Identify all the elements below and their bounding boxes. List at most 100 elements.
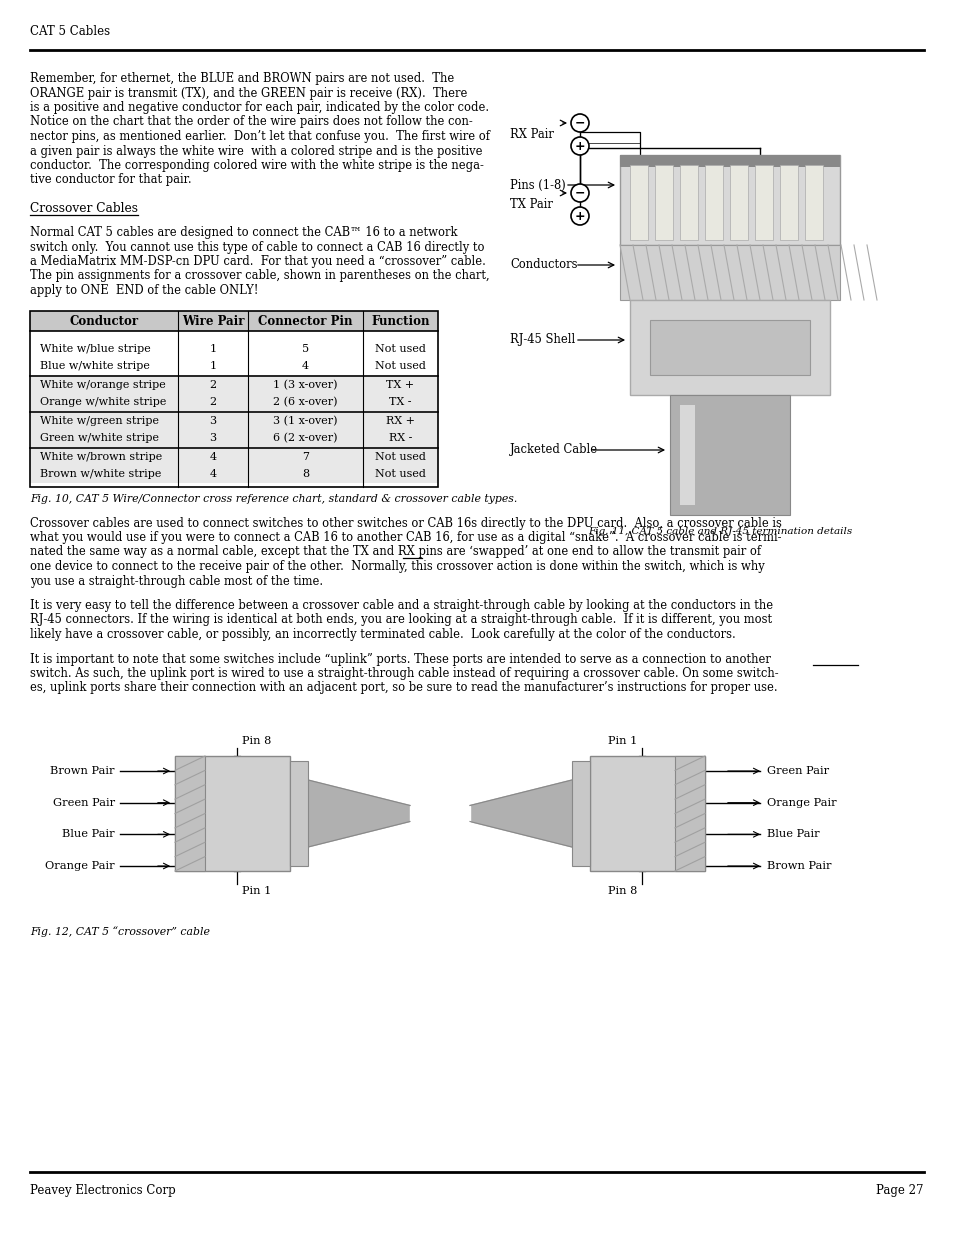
Text: Brown Pair: Brown Pair (766, 861, 831, 871)
Text: 1 (3 x-over): 1 (3 x-over) (273, 380, 337, 390)
Bar (669, 395, 789, 515)
Text: Jacketed Cable: Jacketed Cable (510, 443, 598, 457)
Text: White w/orange stripe: White w/orange stripe (40, 380, 166, 390)
Text: 3: 3 (210, 433, 216, 443)
Text: Wire Pair: Wire Pair (182, 315, 244, 329)
Text: 6 (2 x-over): 6 (2 x-over) (273, 432, 337, 443)
Text: Green Pair: Green Pair (52, 798, 115, 808)
Text: Orange Pair: Orange Pair (766, 798, 836, 808)
Text: 4: 4 (210, 452, 216, 462)
Text: Crossover cables are used to connect switches to other switches or CAB 16s direc: Crossover cables are used to connect swi… (30, 516, 781, 530)
Text: 3: 3 (210, 416, 216, 426)
Text: Not used: Not used (375, 345, 425, 354)
Bar (30, 412, 437, 430)
Text: ORANGE pair is transmit (TX), and the GREEN pair is receive (RX).  There: ORANGE pair is transmit (TX), and the GR… (30, 86, 467, 100)
Text: 4: 4 (301, 361, 309, 370)
Bar (780, 165, 797, 240)
Bar (30, 394, 437, 410)
Bar (679, 405, 695, 505)
Text: Not used: Not used (375, 361, 425, 370)
Text: Brown Pair: Brown Pair (51, 766, 115, 776)
Text: Blue w/white stripe: Blue w/white stripe (40, 361, 150, 370)
Text: Page 27: Page 27 (876, 1184, 923, 1197)
Text: 2: 2 (210, 396, 216, 408)
Text: 1: 1 (210, 345, 216, 354)
Circle shape (571, 207, 588, 225)
Text: White w/blue stripe: White w/blue stripe (40, 345, 151, 354)
Text: switch. As such, the uplink port is wired to use a straight-through cable instea: switch. As such, the uplink port is wire… (30, 667, 778, 680)
Text: Blue Pair: Blue Pair (62, 830, 115, 840)
Text: Peavey Electronics Corp: Peavey Electronics Corp (30, 1184, 175, 1197)
Text: TX -: TX - (389, 396, 412, 408)
Bar (30, 310, 437, 487)
Text: apply to ONE  END of the cable ONLY!: apply to ONE END of the cable ONLY! (30, 284, 258, 296)
Text: Not used: Not used (375, 452, 425, 462)
Text: Remember, for ethernet, the BLUE and BROWN pairs are not used.  The: Remember, for ethernet, the BLUE and BRO… (30, 72, 454, 85)
Bar (30, 466, 437, 483)
Bar (572, 761, 589, 866)
Circle shape (571, 137, 588, 156)
Text: Fig. 11, CAT 5 cable and RJ-45 termination details: Fig. 11, CAT 5 cable and RJ-45 terminati… (587, 527, 851, 536)
Text: switch only.  You cannot use this type of cable to connect a CAB 16 directly to: switch only. You cannot use this type of… (30, 241, 484, 253)
Text: Green Pair: Green Pair (766, 766, 828, 776)
Text: 1: 1 (210, 361, 216, 370)
Polygon shape (290, 776, 410, 851)
Text: 4: 4 (210, 469, 216, 479)
Text: Orange Pair: Orange Pair (46, 861, 115, 871)
Bar (30, 341, 437, 357)
Text: es, uplink ports share their connection with an adjacent port, so be sure to rea: es, uplink ports share their connection … (30, 682, 777, 694)
Text: Notice on the chart that the order of the wire pairs does not follow the con-: Notice on the chart that the order of th… (30, 116, 473, 128)
Text: Connector Pin: Connector Pin (258, 315, 353, 329)
Bar (655, 165, 672, 240)
Bar (649, 320, 809, 375)
Bar (804, 165, 822, 240)
Text: Crossover Cables: Crossover Cables (30, 203, 138, 215)
Text: White w/brown stripe: White w/brown stripe (40, 452, 162, 462)
Text: Brown w/white stripe: Brown w/white stripe (40, 469, 161, 479)
Bar (679, 165, 698, 240)
Text: Conductor: Conductor (70, 315, 138, 329)
Bar (619, 245, 840, 300)
Text: 2 (6 x-over): 2 (6 x-over) (273, 396, 337, 408)
Bar (589, 756, 704, 871)
Text: Fig. 12, CAT 5 “crossover” cable: Fig. 12, CAT 5 “crossover” cable (30, 926, 210, 937)
Text: Pin 8: Pin 8 (607, 885, 637, 897)
Text: +: + (574, 210, 585, 222)
Bar (675, 756, 704, 871)
Text: RX -: RX - (389, 433, 412, 443)
Bar (619, 156, 840, 245)
Text: 7: 7 (302, 452, 309, 462)
Text: −: − (574, 186, 584, 200)
Text: you use a straight-through cable most of the time.: you use a straight-through cable most of… (30, 574, 323, 588)
Text: one device to connect to the receive pair of the other.  Normally, this crossove: one device to connect to the receive pai… (30, 559, 764, 573)
Bar (754, 165, 772, 240)
Text: 5: 5 (301, 345, 309, 354)
Bar (30, 357, 437, 374)
Bar (174, 756, 205, 871)
Text: Pins (1-8): Pins (1-8) (510, 179, 565, 191)
Text: RX Pair: RX Pair (510, 128, 554, 141)
Text: TX Pair: TX Pair (510, 198, 553, 211)
Text: is a positive and negative conductor for each pair, indicated by the color code.: is a positive and negative conductor for… (30, 101, 489, 114)
Text: CAT 5 Cables: CAT 5 Cables (30, 25, 110, 38)
Circle shape (571, 184, 588, 203)
Text: Pin 8: Pin 8 (242, 736, 272, 746)
Text: what you would use if you were to connect a CAB 16 to another CAB 16, for use as: what you would use if you were to connec… (30, 531, 781, 543)
Bar (629, 300, 829, 395)
Text: a MediaMatrix MM-DSP-cn DPU card.  For that you need a “crossover” cable.: a MediaMatrix MM-DSP-cn DPU card. For th… (30, 254, 485, 268)
Text: It is very easy to tell the difference between a crossover cable and a straight-: It is very easy to tell the difference b… (30, 599, 772, 613)
Text: RJ-45 Shell: RJ-45 Shell (510, 333, 575, 347)
Bar (629, 165, 647, 240)
Text: Pin 1: Pin 1 (242, 885, 272, 897)
Bar (30, 310, 437, 331)
Text: tive conductor for that pair.: tive conductor for that pair. (30, 173, 192, 186)
Text: nector pins, as mentioned earlier.  Don’t let that confuse you.  The first wire : nector pins, as mentioned earlier. Don’t… (30, 130, 490, 143)
Text: conductor.  The corresponding colored wire with the white stripe is the nega-: conductor. The corresponding colored wir… (30, 159, 483, 172)
Text: 3 (1 x-over): 3 (1 x-over) (273, 416, 337, 426)
Text: 2: 2 (210, 380, 216, 390)
Bar (704, 165, 722, 240)
Text: a given pair is always the white wire  with a colored stripe and is the positive: a given pair is always the white wire wi… (30, 144, 482, 158)
Bar (30, 377, 437, 394)
Bar (174, 756, 290, 871)
Text: TX +: TX + (386, 380, 415, 390)
